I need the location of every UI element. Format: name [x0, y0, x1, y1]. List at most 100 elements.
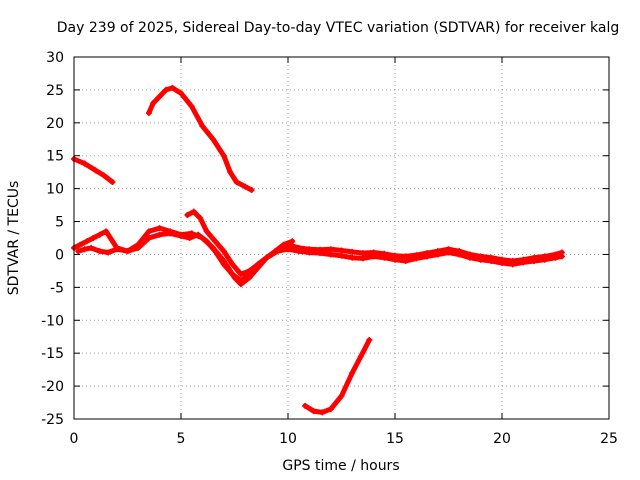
data-point: [456, 251, 463, 258]
series-line: [184, 209, 295, 277]
series-arc-6: [302, 337, 373, 416]
data-point: [413, 255, 420, 262]
data-point: [156, 225, 163, 232]
data-point: [289, 238, 296, 245]
data-point: [499, 260, 505, 267]
data-point: [88, 244, 95, 251]
data-point: [220, 152, 227, 159]
y-tick-label: -20: [41, 379, 64, 395]
x-tick-label: 10: [279, 431, 297, 447]
data-point: [220, 248, 227, 255]
chart-title: Day 239 of 2025, Sidereal Day-to-day VTE…: [57, 20, 619, 36]
data-point: [96, 248, 103, 255]
data-point: [229, 261, 236, 268]
data-point: [186, 235, 193, 241]
data-point: [77, 241, 84, 248]
data-point: [135, 244, 142, 251]
data-point: [178, 90, 184, 97]
y-tick-label: 15: [46, 149, 64, 165]
y-tick-label: -25: [41, 412, 64, 428]
data-point: [302, 402, 309, 409]
data-point: [199, 123, 206, 130]
data-point: [195, 231, 202, 238]
data-point: [113, 246, 120, 253]
data-point: [317, 250, 324, 257]
y-axis-label: SDTVAR / TECUs: [6, 181, 22, 296]
data-point: [145, 109, 152, 116]
data-point: [477, 256, 484, 263]
data-point: [319, 409, 326, 416]
data-point: [349, 369, 356, 376]
data-point: [233, 179, 240, 186]
data-point: [295, 248, 302, 255]
y-tick-label: 25: [46, 83, 64, 99]
data-point: [424, 253, 431, 260]
data-point: [531, 258, 538, 265]
data-point: [338, 392, 345, 399]
x-axis-label: GPS time / hours: [282, 458, 399, 474]
series-arc-4: [75, 230, 565, 284]
data-point: [541, 256, 548, 263]
series-line: [146, 85, 255, 193]
data-point: [220, 261, 227, 268]
data-point: [272, 248, 279, 255]
data-point: [359, 255, 366, 262]
data-point: [509, 261, 516, 268]
data-point: [434, 251, 441, 258]
data-point: [248, 186, 255, 193]
x-tick-label: 0: [70, 431, 79, 447]
data-point: [246, 267, 253, 274]
tick-layer: [73, 56, 610, 420]
y-tick-label: -10: [41, 313, 64, 329]
data-point: [338, 247, 345, 254]
y-tick-label: 20: [46, 116, 64, 132]
data-point: [156, 93, 163, 100]
data-point: [263, 254, 270, 261]
data-point: [327, 406, 334, 413]
data-point: [212, 238, 219, 245]
tick-label-layer: 0 5 10 15 20 25 -25 -20 -15 -10 -5 0 5 10 15 20 25 30: [41, 50, 618, 447]
data-point: [212, 248, 219, 255]
data-point: [96, 231, 103, 238]
data-point: [242, 183, 249, 190]
data-point: [83, 238, 90, 245]
series-arc-5: [184, 208, 296, 278]
data-point: [327, 251, 334, 258]
data-point: [357, 353, 364, 360]
data-point: [349, 254, 356, 261]
data-point: [103, 228, 110, 235]
x-tick-label: 25: [600, 431, 618, 447]
data-point: [197, 215, 204, 222]
data-point: [124, 248, 131, 255]
data-point: [109, 179, 116, 186]
data-point: [90, 235, 97, 241]
x-tick-label: 20: [493, 431, 511, 447]
data-point: [169, 84, 176, 91]
data-point: [237, 271, 244, 278]
data-point: [366, 337, 373, 344]
data-point: [188, 103, 195, 110]
data-point: [466, 254, 473, 261]
data-point: [520, 259, 527, 266]
data-point: [167, 230, 174, 237]
data-point: [184, 211, 191, 218]
data-point: [255, 261, 262, 268]
y-tick-label: -5: [50, 280, 64, 296]
data-point: [81, 160, 88, 167]
data-point: [203, 228, 210, 235]
data-point: [558, 253, 565, 260]
y-tick-label: -15: [41, 346, 64, 362]
data-point: [227, 169, 234, 176]
data-point: [145, 235, 152, 241]
series-arc-2: [145, 84, 255, 193]
data-point: [392, 256, 398, 263]
data-point: [92, 167, 99, 174]
data-point: [381, 254, 388, 261]
data-point: [280, 241, 287, 248]
data-point: [156, 231, 163, 238]
data-point: [402, 258, 409, 265]
data-point: [203, 238, 210, 245]
x-tick-label: 5: [177, 431, 186, 447]
data-point: [190, 208, 197, 215]
data-point: [349, 248, 356, 255]
